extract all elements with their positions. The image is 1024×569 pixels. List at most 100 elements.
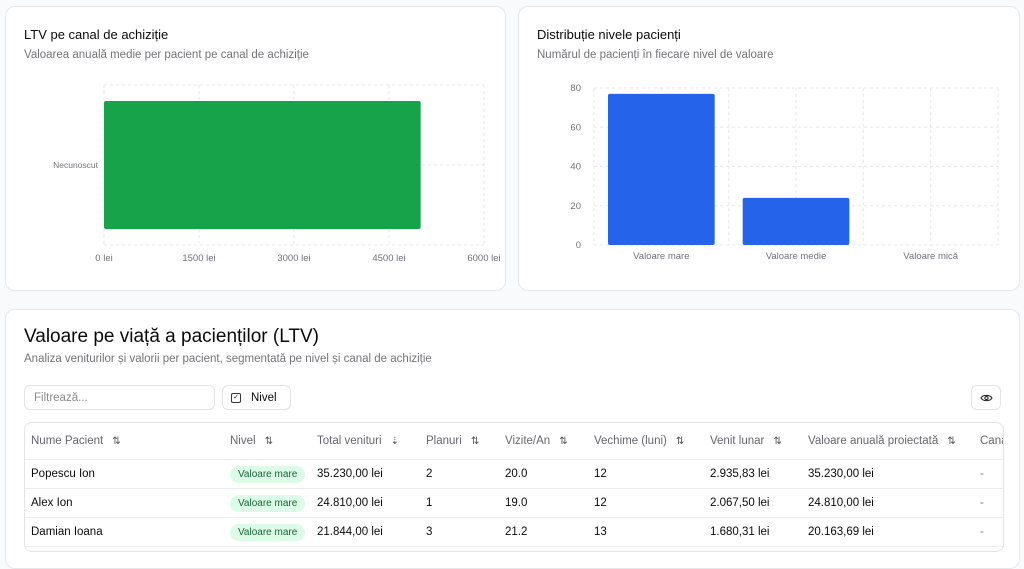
cell-text: 13 xyxy=(594,526,607,538)
column-header[interactable]: Total venituri ⇣ xyxy=(317,423,399,459)
table-cell: - xyxy=(980,489,984,517)
column-header[interactable]: Nivel ⇅ xyxy=(230,423,273,459)
sort-icon[interactable]: ⇅ xyxy=(112,435,121,447)
sort-icon[interactable]: ⇅ xyxy=(559,435,568,447)
table-cell: Valoare mare xyxy=(230,518,306,546)
cell-text: 21.2 xyxy=(505,526,528,538)
cell-text: - xyxy=(980,497,984,509)
sort-icon[interactable]: ⇅ xyxy=(264,435,273,447)
level-badge: Valoare mare xyxy=(230,465,306,483)
table-cell: 3 xyxy=(426,518,432,546)
cell-text: 35.230,00 lei xyxy=(808,468,874,480)
table-cell: 2.067,50 lei xyxy=(710,489,769,517)
table-cell: 1 xyxy=(426,489,432,517)
table-cell: - xyxy=(980,460,984,488)
sort-icon[interactable]: ⇅ xyxy=(773,435,782,447)
x-tick-label: 4500 lei xyxy=(372,253,405,264)
sort-icon[interactable]: ⇅ xyxy=(947,435,956,447)
column-header-label: Nume Pacient xyxy=(31,435,104,447)
y-tick-label: Necunoscut xyxy=(53,160,99,170)
table-cell: 19.0 xyxy=(505,489,527,517)
table-row[interactable]: Damian Ioana Valoare mare 21.844,00 lei 3 21… xyxy=(25,518,1003,547)
column-visibility-button[interactable] xyxy=(971,385,1001,410)
table-cell: Valoare mare xyxy=(230,489,306,517)
cell-text: 1.680,31 lei xyxy=(710,526,770,538)
cell-text: - xyxy=(980,468,984,480)
column-header-label: Valoare anuală proiectată xyxy=(808,435,939,447)
eye-icon xyxy=(979,394,993,401)
table-cell: Alex Ion xyxy=(31,489,73,517)
sort-descending-icon[interactable]: ⇣ xyxy=(390,435,399,447)
cell-text: 12 xyxy=(594,497,607,509)
table-cell: 2 xyxy=(426,460,432,488)
section-title: Valoare pe viață a pacienților (LTV) xyxy=(24,326,320,347)
cell-text: Popescu Ion xyxy=(31,468,95,480)
distribution-bar-chart: 0 20 40 60 80 Valoare mare Valoare medie Valoar… xyxy=(570,83,999,262)
table-cell: 13 xyxy=(594,518,607,546)
nivel-label: Nivel xyxy=(251,391,277,404)
distribution-chart-card: Distribuție nivele pacienți Numărul de p… xyxy=(518,6,1020,291)
table-row[interactable]: Alex Ion Valoare mare 24.810,00 lei 1 19.0 12… xyxy=(25,489,1003,518)
cell-text: 3 xyxy=(426,526,433,538)
sort-icon[interactable]: ⇅ xyxy=(675,435,685,447)
sort-icon[interactable]: ⇅ xyxy=(470,435,480,447)
table-cell: 20.163,69 lei xyxy=(808,518,874,546)
cell-text: Alex Ion xyxy=(31,497,73,509)
card-subtitle: Valoarea anuală medie per pacient pe can… xyxy=(24,49,309,61)
cell-text: 2.935,83 lei xyxy=(710,468,770,480)
cell-text: 24.810,00 lei xyxy=(317,497,383,509)
column-header[interactable]: Vechime (luni) ⇅ xyxy=(594,423,684,459)
section-subtitle: Analiza veniturilor și valorii per pacie… xyxy=(24,353,432,365)
card-title: LTV pe canal de achiziție xyxy=(24,27,169,42)
table-cell: Popescu Ion xyxy=(31,460,95,488)
table-cell: Damian Ioana xyxy=(31,518,103,546)
column-header[interactable]: Vizite/An ⇅ xyxy=(505,423,568,459)
cell-text: - xyxy=(980,526,984,538)
ltv-table: Nume Pacient ⇅ Nivel ⇅ Total venituri ⇣ Planur… xyxy=(24,422,1004,552)
y-tick-label: 0 xyxy=(576,240,581,251)
table-cell: 1.680,31 lei xyxy=(710,518,769,546)
card-subtitle: Numărul de pacienți în fiecare nivel de … xyxy=(537,49,774,61)
x-tick-label: Valoare mică xyxy=(903,251,958,262)
column-header-label: Vizite/An xyxy=(505,435,551,447)
column-header[interactable]: Planuri ⇅ xyxy=(426,423,479,459)
x-tick-label: 1500 lei xyxy=(182,253,215,264)
cell-text: 2 xyxy=(426,468,433,480)
column-header[interactable]: Canal xyxy=(980,423,1003,459)
cell-text: 12 xyxy=(594,468,607,480)
x-tick-label: Valoare medie xyxy=(766,251,827,262)
table-cell: Valoare mare xyxy=(230,460,306,488)
x-tick-label: 0 lei xyxy=(95,253,112,264)
column-header[interactable]: Valoare anuală proiectată ⇅ xyxy=(808,423,956,459)
column-header-label: Canal xyxy=(980,435,1003,447)
cell-text: 21.844,00 lei xyxy=(317,526,383,538)
table-cell: 21.844,00 lei xyxy=(317,518,383,546)
table-cell: 35.230,00 lei xyxy=(317,460,383,488)
table-row[interactable]: Popescu Ion Valoare mare 35.230,00 lei 2 20.… xyxy=(25,460,1003,489)
filter-input[interactable]: Filtrează... xyxy=(24,385,215,410)
level-badge: Valoare mare xyxy=(230,523,306,541)
column-header[interactable]: Nume Pacient ⇅ xyxy=(31,423,121,459)
card-title: Distribuție nivele pacienți xyxy=(537,27,681,42)
y-tick-label: 20 xyxy=(570,201,581,212)
ltv-chart-card: LTV pe canal de achiziție Valoarea anual… xyxy=(5,6,506,291)
cell-text: 19.0 xyxy=(505,497,528,509)
nivel-filter-button[interactable]: ✓ Nivel xyxy=(222,385,291,410)
column-header-label: Total venituri xyxy=(317,435,382,447)
y-tick-label: 80 xyxy=(570,83,581,94)
y-tick-label: 60 xyxy=(570,122,581,133)
cell-text: 2.067,50 lei xyxy=(710,497,770,509)
cell-text: 20.0 xyxy=(505,468,528,480)
cell-text: 20.163,69 lei xyxy=(808,526,874,538)
table-cell: 35.230,00 lei xyxy=(808,460,874,488)
column-header[interactable]: Venit lunar ⇅ xyxy=(710,423,782,459)
cell-text: 35.230,00 lei xyxy=(317,468,383,480)
table-cell: 21.2 xyxy=(505,518,527,546)
cell-text: 24.810,00 lei xyxy=(808,497,874,509)
table-cell: 12 xyxy=(594,489,607,517)
cell-text: 1 xyxy=(426,497,433,509)
table-header: Nume Pacient ⇅ Nivel ⇅ Total venituri ⇣ Planur… xyxy=(25,423,1003,460)
table-cell: 24.810,00 lei xyxy=(317,489,383,517)
bar xyxy=(742,197,850,245)
y-tick-label: 40 xyxy=(570,162,581,173)
